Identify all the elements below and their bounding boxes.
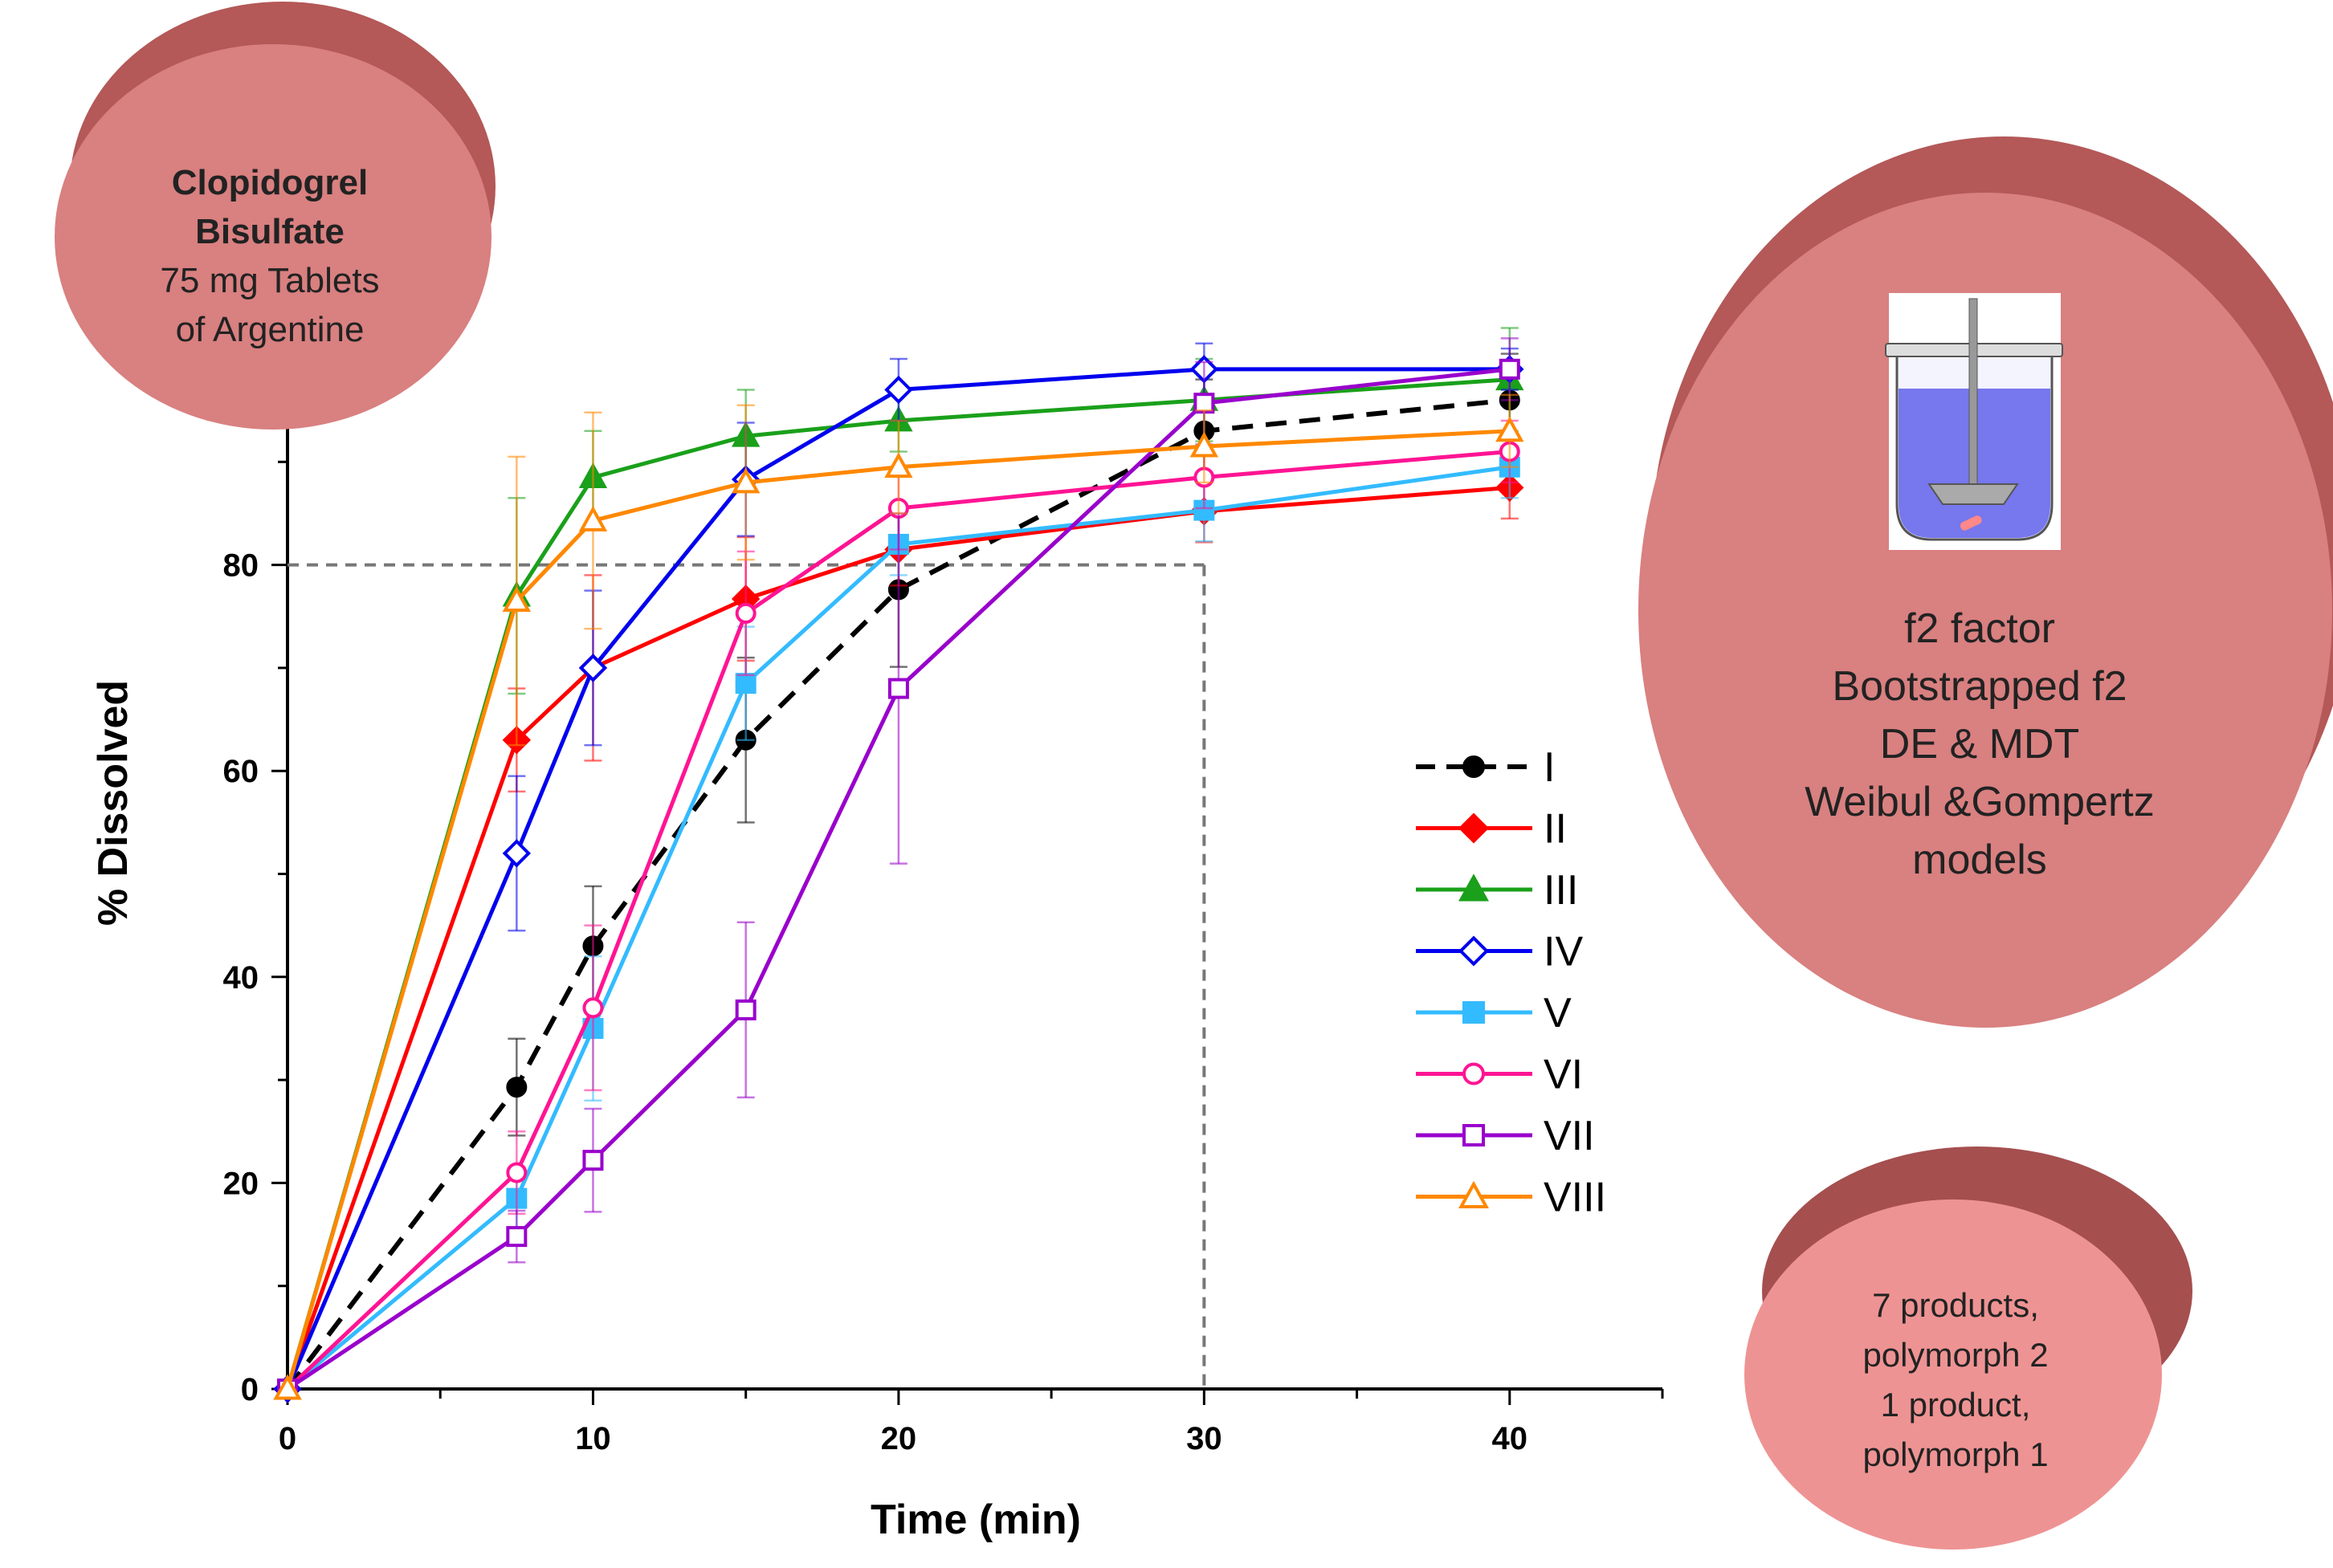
- methods-line5: models: [1912, 837, 2047, 883]
- legend-label-III: III: [1544, 867, 1578, 914]
- data-point-VIII: [578, 506, 608, 531]
- series-VIII: [273, 393, 1524, 1400]
- data-point-IV: [502, 839, 532, 868]
- x-ticks: 0 10 20 30 40: [279, 1389, 1664, 1456]
- legend-marker-III: [1458, 874, 1489, 902]
- legend-label-IV: IV: [1544, 929, 1583, 975]
- product-dose-line: 75 mg Tablets: [160, 261, 379, 300]
- data-point-VI: [506, 1162, 528, 1183]
- data-point-VIII: [1495, 416, 1524, 442]
- data-point-V: [735, 673, 757, 694]
- data-point-VII: [1499, 358, 1520, 380]
- methods-line3: DE & MDT: [1880, 721, 2079, 768]
- product-name-line1: Clopidogrel: [172, 163, 368, 202]
- data-point-VII: [887, 678, 909, 699]
- y-tick-label: 80: [223, 548, 259, 584]
- data-point-VII: [1193, 393, 1215, 414]
- data-point-VIII: [273, 1374, 302, 1400]
- data-point-VI: [582, 997, 604, 1019]
- dissolution-vessel-icon: [1885, 293, 2063, 550]
- legend-marker-II: [1458, 813, 1490, 844]
- data-point-VIII: [731, 467, 761, 494]
- legend-marker-VI: [1462, 1062, 1485, 1085]
- data-point-VII: [582, 1150, 604, 1171]
- x-tick-label: 10: [575, 1421, 611, 1456]
- reference-lines: [288, 563, 1206, 1389]
- products-line3: 1 product,: [1881, 1386, 2031, 1423]
- y-tick-label: 20: [223, 1166, 259, 1201]
- product-origin-line: of Argentine: [176, 310, 365, 349]
- product-name-line2: Bisulfate: [195, 212, 345, 251]
- legend-item-VI: VI: [1416, 1052, 1583, 1098]
- data-point-VIII: [884, 452, 913, 479]
- legend-item-III: III: [1416, 867, 1578, 914]
- data-point-VIII: [1189, 431, 1219, 458]
- x-tick-label: 20: [881, 1421, 917, 1456]
- legend-item-I: I: [1416, 744, 1555, 791]
- legend-label-VIII: VIII: [1544, 1175, 1606, 1221]
- legend-label-VI: VI: [1544, 1052, 1583, 1098]
- legend-label-VII: VII: [1544, 1113, 1595, 1159]
- series-layer: [273, 327, 1524, 1403]
- data-point-IV: [884, 375, 913, 405]
- legend-label-I: I: [1544, 744, 1555, 791]
- legend-item-VII: VII: [1416, 1113, 1595, 1159]
- legend-marker-V: [1462, 1001, 1485, 1024]
- methods-disc-face: [1638, 193, 2332, 1028]
- legend-item-IV: IV: [1416, 929, 1583, 975]
- products-disc-face: [1744, 1199, 2162, 1550]
- products-line4: polymorph 1: [1862, 1436, 2048, 1473]
- x-axis-title: Time (min): [871, 1497, 1081, 1543]
- data-point-IV: [578, 654, 608, 682]
- product-callout: Clopidogrel Bisulfate 75 mg Tablets of A…: [55, 2, 496, 430]
- products-line1: 7 products,: [1872, 1286, 2039, 1324]
- data-point-VIII: [502, 586, 532, 612]
- product-disc-face: [55, 44, 491, 430]
- legend-label-II: II: [1544, 806, 1567, 853]
- x-tick-label: 30: [1186, 1421, 1222, 1456]
- methods-line2: Bootstrapped f2: [1832, 663, 2127, 710]
- methods-line4: Weibul &Gompertz: [1805, 779, 2154, 825]
- data-point-VII: [506, 1226, 528, 1248]
- methods-line1: f2 factor: [1904, 605, 2055, 652]
- y-axis-title: % Dissolved: [90, 680, 137, 926]
- products-line2: polymorph 2: [1862, 1336, 2048, 1374]
- legend-item-V: V: [1416, 990, 1572, 1037]
- methods-callout: f2 factor Bootstrapped f2 DE & MDT Weibu…: [1638, 136, 2333, 1028]
- legend-item-VIII: VIII: [1416, 1175, 1606, 1221]
- data-point-VII: [735, 999, 757, 1020]
- legend-marker-VIII: [1458, 1180, 1489, 1208]
- legend-marker-IV: [1458, 935, 1490, 967]
- x-tick-label: 0: [279, 1421, 296, 1456]
- y-ticks: 0 20 40 60 80: [223, 460, 288, 1407]
- y-tick-label: 0: [241, 1372, 259, 1407]
- data-point-VI: [735, 602, 757, 624]
- plot-axes: 0 10 20 30 40 0 20 40 60 80: [223, 321, 1664, 1456]
- legend-marker-VII: [1462, 1124, 1485, 1146]
- products-callout: 7 products, polymorph 2 1 product, polym…: [1744, 1146, 2192, 1550]
- legend-label-V: V: [1544, 990, 1572, 1037]
- legend-marker-I: [1462, 755, 1485, 778]
- y-tick-label: 40: [223, 960, 259, 996]
- data-point-I: [506, 1077, 528, 1098]
- legend-item-II: II: [1416, 806, 1567, 853]
- y-tick-label: 60: [223, 754, 259, 789]
- x-tick-label: 40: [1492, 1421, 1528, 1456]
